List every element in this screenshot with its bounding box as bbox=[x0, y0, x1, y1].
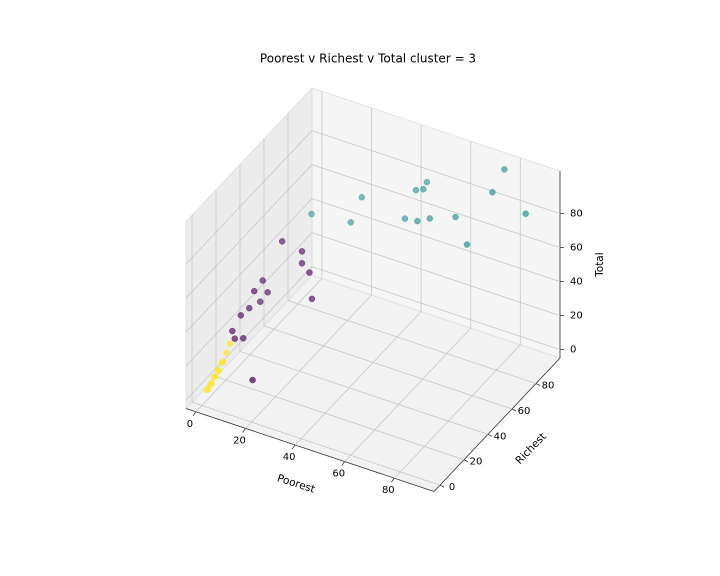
grid-line bbox=[195, 278, 323, 413]
point bbox=[347, 219, 355, 226]
point bbox=[240, 335, 247, 342]
point bbox=[426, 215, 434, 222]
z-tick-label: 40 bbox=[570, 277, 583, 288]
point bbox=[229, 327, 236, 335]
y-tick-label: 0 bbox=[449, 482, 455, 493]
point bbox=[414, 217, 421, 225]
grid-line bbox=[311, 164, 561, 248]
x-tick-label: 0 bbox=[187, 419, 193, 430]
grid-line bbox=[245, 294, 372, 429]
x-tick-label: 40 bbox=[283, 452, 296, 463]
tick-mark bbox=[242, 428, 246, 433]
tick-mark bbox=[463, 459, 469, 463]
tick-mark bbox=[391, 477, 395, 483]
grid-line bbox=[239, 350, 489, 435]
y-tick-label: 60 bbox=[518, 406, 531, 417]
point bbox=[308, 295, 316, 303]
y-axis-line bbox=[433, 357, 561, 492]
x-axis-line bbox=[185, 408, 435, 492]
point bbox=[250, 287, 258, 295]
point bbox=[501, 166, 508, 173]
grid-line bbox=[215, 376, 465, 461]
point bbox=[256, 298, 264, 305]
grid-line bbox=[344, 327, 472, 462]
grid-line bbox=[294, 311, 422, 446]
tick-mark bbox=[291, 444, 296, 450]
point bbox=[218, 359, 225, 367]
point bbox=[412, 186, 420, 194]
point bbox=[210, 374, 218, 381]
grid-line bbox=[311, 130, 561, 214]
y-tick-label: 20 bbox=[470, 457, 483, 468]
grid-line bbox=[311, 232, 561, 316]
chart-title: Poorest v Richest v Total cluster = 3 bbox=[260, 52, 476, 66]
point bbox=[308, 210, 315, 218]
grid-line bbox=[185, 164, 313, 299]
point bbox=[401, 215, 409, 222]
grid-line bbox=[185, 198, 313, 333]
z-tick-label: 20 bbox=[570, 311, 583, 322]
point bbox=[246, 304, 253, 312]
grid-line bbox=[394, 344, 521, 479]
point bbox=[259, 277, 266, 284]
z-tick-label: 0 bbox=[570, 345, 576, 356]
point bbox=[489, 189, 496, 196]
grid-line bbox=[191, 401, 441, 486]
y-tick-label: 40 bbox=[494, 431, 507, 442]
tick-mark bbox=[341, 461, 346, 466]
point bbox=[249, 376, 256, 384]
tick-mark bbox=[535, 383, 541, 386]
x-tick-label: 60 bbox=[332, 469, 345, 480]
point bbox=[423, 178, 431, 186]
point bbox=[358, 194, 366, 201]
tick-mark bbox=[439, 484, 445, 488]
point bbox=[463, 241, 471, 248]
grid-line bbox=[263, 325, 513, 410]
grid-line bbox=[185, 130, 313, 265]
y-tick-label: 80 bbox=[542, 381, 555, 392]
z-tick-label: 60 bbox=[570, 243, 583, 254]
z-axis-label: Total bbox=[594, 252, 606, 278]
point bbox=[522, 210, 529, 217]
point bbox=[226, 340, 234, 347]
tick-mark bbox=[511, 408, 517, 412]
point bbox=[298, 260, 306, 267]
point bbox=[207, 381, 214, 388]
tick-mark bbox=[192, 411, 197, 417]
grid-line bbox=[287, 300, 537, 384]
point bbox=[231, 335, 239, 342]
x-tick-label: 80 bbox=[382, 485, 395, 496]
grid-line bbox=[311, 198, 561, 282]
point bbox=[203, 386, 211, 394]
point bbox=[237, 312, 245, 319]
tick-mark bbox=[487, 433, 493, 437]
point bbox=[452, 213, 459, 221]
point bbox=[264, 289, 271, 296]
point bbox=[214, 366, 222, 374]
grid-line bbox=[185, 232, 313, 367]
point bbox=[278, 238, 286, 245]
x-tick-label: 20 bbox=[233, 435, 246, 446]
point bbox=[306, 269, 313, 276]
z-tick-label: 80 bbox=[570, 209, 583, 220]
point bbox=[420, 186, 427, 193]
point bbox=[298, 248, 306, 255]
point bbox=[223, 349, 230, 356]
grid-line bbox=[185, 266, 313, 401]
grid-line bbox=[311, 266, 561, 350]
